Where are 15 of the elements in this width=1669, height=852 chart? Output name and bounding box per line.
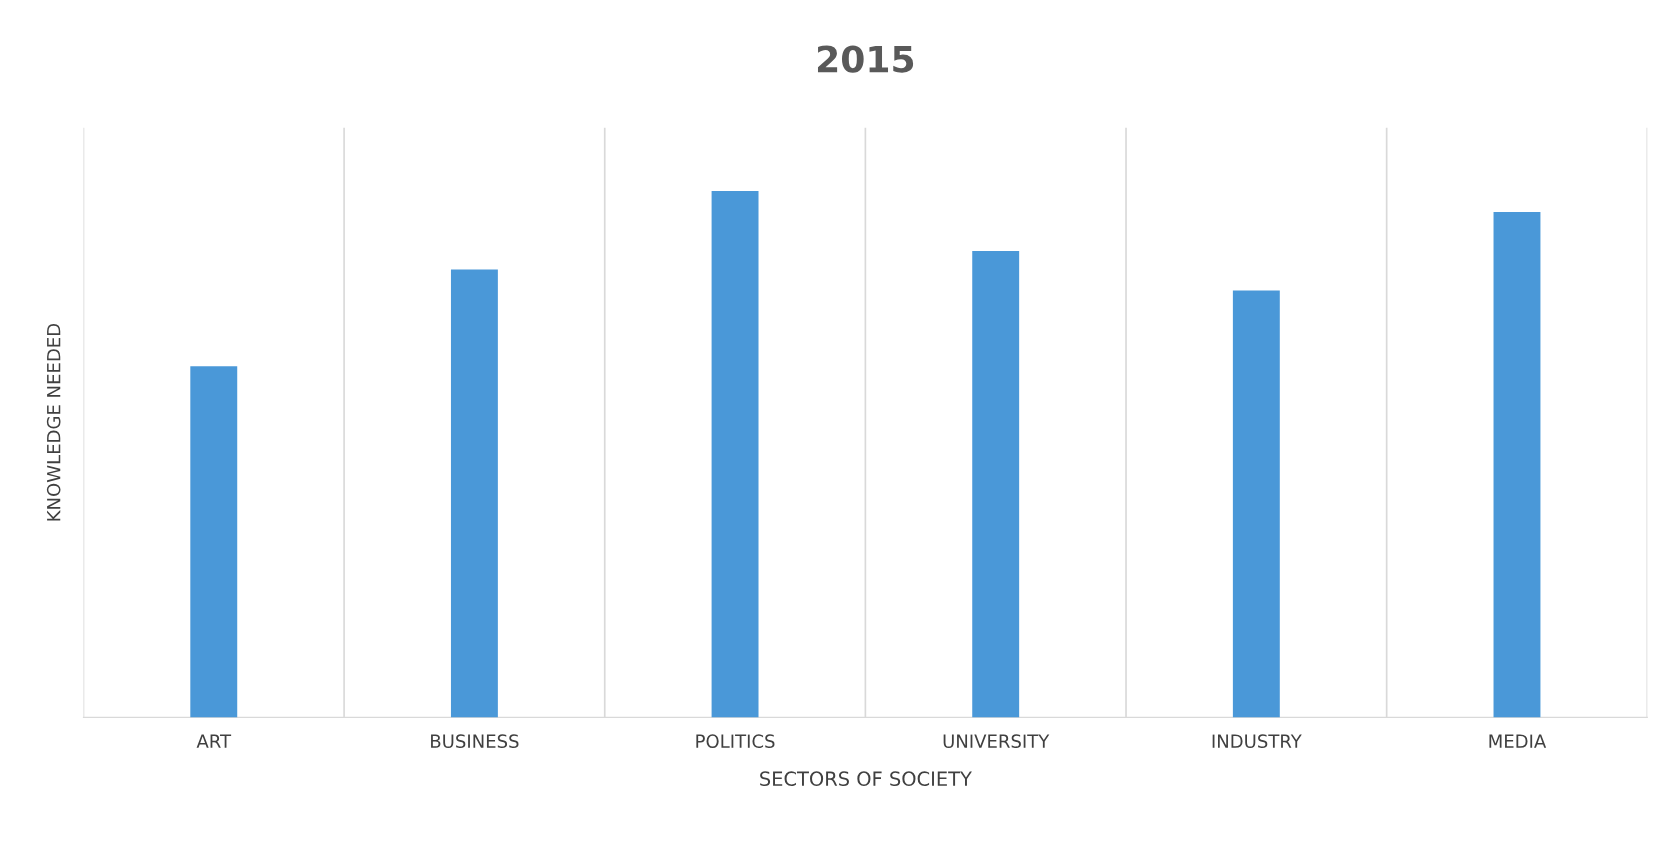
x-tick-label: POLITICS xyxy=(696,734,775,749)
bar xyxy=(1232,290,1280,718)
bar xyxy=(972,250,1020,718)
x-tick-label: ART xyxy=(196,734,232,748)
x-tick-label: INDUSTRY xyxy=(1212,734,1302,749)
bar xyxy=(450,269,498,718)
bar xyxy=(1493,212,1541,718)
chart-title: 2015 xyxy=(817,45,914,73)
x-tick-label: MEDIA xyxy=(1489,734,1547,748)
bar xyxy=(190,366,238,718)
x-tick-label: UNIVERSITY xyxy=(943,734,1050,749)
y-axis-title: KNOWLEDGE NEEDED xyxy=(46,323,61,521)
bar xyxy=(711,190,759,718)
x-tick-label: BUSINESS xyxy=(431,734,519,749)
x-axis-title: SECTORS OF SOCIETY xyxy=(760,771,972,787)
